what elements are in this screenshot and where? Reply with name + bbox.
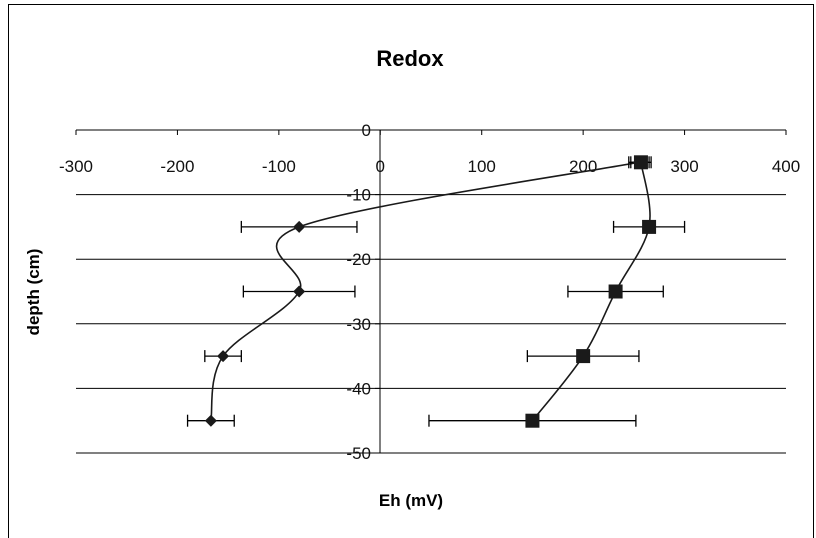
x-tick-label: 100 — [468, 157, 496, 176]
square-marker — [608, 284, 623, 299]
chart-title: Redox — [376, 46, 444, 71]
y-axis-title: depth (cm) — [24, 249, 43, 336]
y-tick-label: 0 — [362, 121, 371, 140]
x-tick-label: 400 — [772, 157, 800, 176]
x-axis-title: Eh (mV) — [379, 491, 443, 510]
gridlines — [76, 194, 786, 454]
x-tick-label: -100 — [262, 157, 296, 176]
y-tick-label: -10 — [346, 186, 371, 205]
diamond-marker — [217, 350, 230, 363]
x-tick-label: -300 — [59, 157, 93, 176]
axes: -300-200-10001002003004000-10-20-30-40-5… — [59, 121, 800, 463]
y-tick-label: -30 — [346, 315, 371, 334]
data-markers — [204, 155, 657, 428]
square-marker — [642, 219, 657, 234]
square-marker — [576, 349, 591, 364]
x-tick-label: -200 — [160, 157, 194, 176]
y-tick-label: -20 — [346, 250, 371, 269]
square-marker — [525, 413, 540, 428]
square-marker — [633, 155, 648, 170]
diamond-marker — [293, 285, 306, 298]
y-tick-label: -40 — [346, 379, 371, 398]
x-tick-label: 300 — [670, 157, 698, 176]
y-tick-label: -50 — [346, 444, 371, 463]
diamond-marker — [204, 414, 217, 427]
diamond-marker — [293, 220, 306, 233]
chart-frame — [8, 4, 814, 538]
